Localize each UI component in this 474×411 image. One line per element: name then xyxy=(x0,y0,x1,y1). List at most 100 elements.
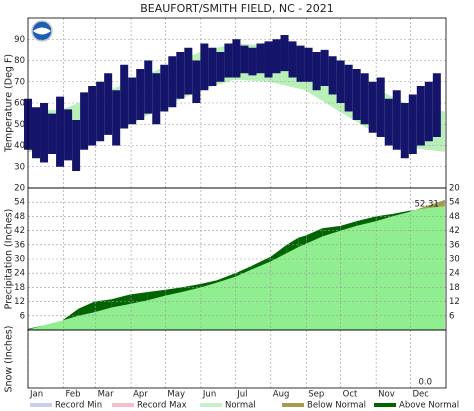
x-tick-label: Jul xyxy=(236,390,247,400)
y-tick-label: 30 xyxy=(14,255,25,265)
y-tick-label: 48 xyxy=(14,212,25,222)
above-normal xyxy=(62,308,79,321)
precip-total: 52.31 xyxy=(415,200,439,210)
y-axis-label: Temperature (Deg F) xyxy=(4,54,15,153)
y-tick-label: 60 xyxy=(14,99,25,109)
above-normal xyxy=(181,283,201,293)
y-axis-label: Precipitation (Inches) xyxy=(4,209,15,310)
x-tick-label: Nov xyxy=(378,390,395,400)
x-tick-label: May xyxy=(167,390,185,400)
temp-range xyxy=(184,47,193,95)
temp-range xyxy=(144,60,153,114)
y-tick-label-right: 54 xyxy=(449,198,460,208)
above-normal xyxy=(251,256,271,270)
y-tick-label: 24 xyxy=(14,269,25,279)
temp-range xyxy=(72,120,81,171)
x-tick-label: Apr xyxy=(133,390,148,400)
temp-range xyxy=(56,96,65,167)
temp-range xyxy=(416,86,425,146)
temp-range xyxy=(120,64,129,129)
temp-range xyxy=(264,41,273,78)
above-normal xyxy=(129,292,148,304)
above-normal xyxy=(28,325,45,330)
y-axis-label: Snow (Inches) xyxy=(4,326,15,393)
above-normal xyxy=(376,214,393,222)
above-normal xyxy=(286,237,299,254)
x-tick-label: Feb xyxy=(66,390,81,400)
temp-range xyxy=(240,45,249,74)
y-tick-label: 90 xyxy=(14,35,25,45)
x-tick-label: Jan xyxy=(29,390,43,400)
legend-label: Above Normal xyxy=(399,401,459,411)
y-tick-label: 20 xyxy=(14,184,25,194)
above-normal xyxy=(94,299,112,313)
temp-range xyxy=(368,81,377,133)
temp-range xyxy=(32,107,41,159)
legend-swatch xyxy=(200,403,222,407)
temp-range xyxy=(376,77,385,137)
temp-range xyxy=(192,60,201,103)
y-tick-label-right: 6 xyxy=(449,311,454,321)
temp-range xyxy=(392,90,401,150)
x-tick-label: Mar xyxy=(98,390,115,400)
y-tick-label: 30 xyxy=(14,162,25,172)
y-tick-label: 40 xyxy=(14,141,25,151)
temp-range xyxy=(200,43,209,91)
above-normal xyxy=(356,216,377,226)
y-tick-label: 80 xyxy=(14,56,25,66)
legend-swatch xyxy=(112,403,134,407)
temp-range xyxy=(408,94,417,154)
above-normal xyxy=(78,301,95,316)
temp-range xyxy=(256,43,265,74)
above-normal xyxy=(306,228,323,244)
above-normal xyxy=(298,235,307,248)
y-tick-label: 50 xyxy=(14,120,25,130)
above-normal xyxy=(147,289,166,301)
x-tick-label: Dec xyxy=(412,390,429,400)
temp-range xyxy=(272,39,281,74)
y-tick-label-right: 48 xyxy=(449,212,460,222)
above-normal xyxy=(235,266,252,277)
temp-range xyxy=(40,103,49,163)
temp-range xyxy=(320,49,329,86)
above-normal xyxy=(111,294,130,308)
y-tick-label-right: 24 xyxy=(449,269,460,279)
x-tick-label: Jun xyxy=(202,390,216,400)
legend-label: Record Max xyxy=(137,401,187,411)
temp-range xyxy=(64,109,73,161)
temp-range xyxy=(160,64,169,112)
x-tick-label: Aug xyxy=(273,390,290,400)
temp-range xyxy=(104,73,113,135)
legend-label: Normal xyxy=(225,401,256,411)
temp-range xyxy=(336,60,345,103)
legend-swatch xyxy=(282,403,304,407)
temp-range xyxy=(312,52,321,91)
temp-range xyxy=(168,56,177,108)
legend-label: Below Normal xyxy=(307,401,366,411)
temp-range xyxy=(224,43,233,78)
above-normal xyxy=(340,221,357,231)
precip-normal-area xyxy=(28,199,445,330)
temp-range xyxy=(384,98,393,146)
panel-frame xyxy=(27,329,447,389)
y-tick-label: 54 xyxy=(14,198,25,208)
legend-swatch xyxy=(30,403,52,407)
temp-range xyxy=(360,73,369,125)
y-tick-label: 42 xyxy=(14,226,25,236)
temp-range xyxy=(136,69,145,120)
temp-range xyxy=(280,35,289,72)
temp-range xyxy=(424,81,433,142)
temp-range xyxy=(128,77,137,125)
y-tick-label-right: 20 xyxy=(449,184,460,194)
temp-range xyxy=(232,39,241,78)
y-tick-label: 70 xyxy=(14,77,25,87)
y-tick-label-right: 18 xyxy=(449,283,460,293)
temp-range xyxy=(352,69,361,120)
temp-range xyxy=(400,103,409,159)
temp-range xyxy=(288,41,297,78)
temp-range xyxy=(176,52,185,99)
temp-range xyxy=(88,86,97,146)
above-normal xyxy=(216,273,236,283)
above-normal xyxy=(392,210,411,217)
